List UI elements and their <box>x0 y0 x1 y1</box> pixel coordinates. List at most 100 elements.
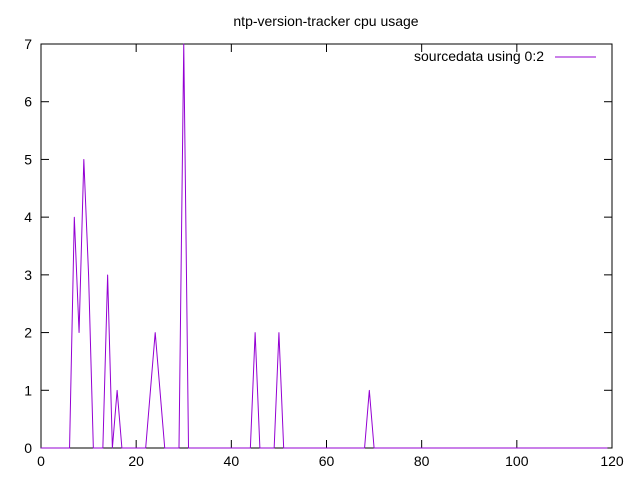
data-point <box>307 447 308 449</box>
data-point <box>540 447 542 449</box>
data-point <box>107 274 109 276</box>
data-point <box>506 447 508 449</box>
data-point <box>102 447 104 449</box>
data-point <box>554 447 556 449</box>
data-point <box>159 389 161 391</box>
data-point <box>397 447 399 449</box>
series-line <box>41 43 608 449</box>
data-point <box>516 447 518 449</box>
y-axis: 0 1 2 3 4 5 6 7 <box>24 36 612 456</box>
x-tick-label: 0 <box>37 453 45 469</box>
legend: sourcedata using 0:2 <box>414 48 596 64</box>
y-tick-label: 4 <box>24 209 32 225</box>
data-point <box>188 447 189 449</box>
x-tick-label: 60 <box>319 453 335 469</box>
data-point <box>126 447 128 449</box>
data-point <box>435 447 437 449</box>
data-point <box>145 447 147 449</box>
data-point <box>192 447 194 449</box>
data-point <box>449 447 451 449</box>
data-point <box>121 447 123 449</box>
data-point <box>468 447 470 449</box>
data-point <box>559 447 561 449</box>
data-point <box>568 447 570 449</box>
data-point <box>245 447 247 449</box>
data-point <box>69 447 70 449</box>
data-point <box>64 447 66 449</box>
data-point <box>78 332 80 333</box>
data-point <box>478 447 480 449</box>
x-tick-label: 40 <box>224 453 240 469</box>
data-point <box>297 447 299 449</box>
data-point <box>92 447 94 449</box>
data-point <box>416 447 418 449</box>
data-point <box>88 274 89 276</box>
data-point <box>406 447 408 449</box>
data-point <box>578 447 580 449</box>
data-point <box>173 447 175 449</box>
data-point <box>183 43 185 45</box>
data-point <box>564 447 565 449</box>
x-tick-label: 120 <box>600 453 624 469</box>
data-point <box>359 447 361 449</box>
data-point <box>459 447 461 449</box>
data-point <box>426 447 427 449</box>
data-point <box>497 447 499 449</box>
data-point <box>40 447 42 449</box>
data-point <box>573 447 575 449</box>
data-point <box>83 159 85 160</box>
data-point <box>440 447 442 449</box>
y-tick-label: 7 <box>24 36 32 52</box>
data-point <box>597 447 599 449</box>
data-point <box>140 447 142 449</box>
legend-label: sourcedata using 0:2 <box>414 48 544 64</box>
data-point <box>254 332 256 333</box>
data-point <box>454 447 456 449</box>
data-point <box>592 447 594 449</box>
data-point <box>221 447 223 449</box>
series-layer <box>40 43 608 449</box>
data-point <box>230 447 232 449</box>
data-point <box>292 447 294 449</box>
y-tick-label: 6 <box>24 94 32 110</box>
data-point <box>135 447 137 449</box>
data-point <box>50 447 51 449</box>
data-point <box>207 447 208 449</box>
data-point <box>45 447 47 449</box>
data-point <box>283 447 285 449</box>
data-point <box>487 447 489 449</box>
data-point <box>116 389 118 391</box>
data-point <box>549 447 551 449</box>
data-point <box>54 447 56 449</box>
data-point <box>154 332 156 333</box>
data-point <box>530 447 532 449</box>
data-point <box>602 447 603 449</box>
data-point <box>235 447 237 449</box>
data-point <box>483 447 484 449</box>
data-point <box>421 447 423 449</box>
data-point <box>368 389 370 391</box>
data-point <box>59 447 61 449</box>
y-tick-label: 0 <box>24 440 32 456</box>
data-point <box>606 447 608 449</box>
data-point <box>373 447 375 449</box>
data-point <box>326 447 327 449</box>
data-point <box>383 447 384 449</box>
data-point <box>525 447 527 449</box>
chart-title: ntp-version-tracker cpu usage <box>233 13 418 29</box>
data-point <box>378 447 380 449</box>
data-point <box>340 447 342 449</box>
data-point <box>226 447 227 449</box>
x-tick-label: 100 <box>505 453 529 469</box>
data-point <box>402 447 404 449</box>
data-point <box>492 447 494 449</box>
data-point <box>264 447 266 449</box>
data-point <box>97 447 99 449</box>
data-point <box>521 447 522 449</box>
data-point <box>583 447 584 449</box>
data-point <box>202 447 204 449</box>
y-tick-label: 3 <box>24 267 32 283</box>
data-point <box>288 447 289 449</box>
data-point <box>178 447 180 449</box>
